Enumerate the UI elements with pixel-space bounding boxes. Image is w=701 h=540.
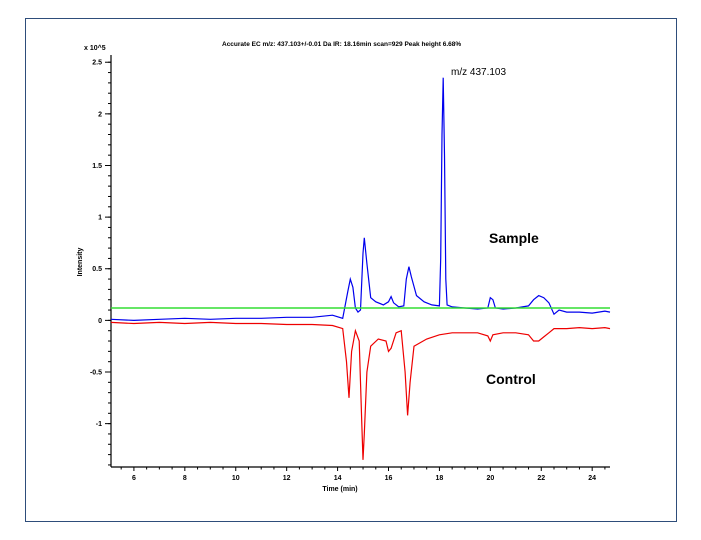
y-tick-label: -1 [96, 421, 102, 428]
x-tick-label: 14 [334, 475, 342, 482]
y-tick-label: 0 [98, 318, 102, 325]
series-sample-line [110, 77, 611, 322]
x-tick-label: 6 [132, 475, 136, 482]
y-tick-label: 1.5 [92, 163, 102, 170]
y-tick-label: 0.5 [92, 266, 102, 273]
x-tick-label: 12 [283, 475, 291, 482]
x-tick-label: 24 [588, 475, 596, 482]
x-tick-label: 20 [486, 475, 494, 482]
x-tick-label: 8 [183, 475, 187, 482]
y-axis-label: Intensity [77, 248, 84, 277]
sample-label: Sample [489, 230, 539, 246]
series-control-line [110, 321, 611, 460]
y-tick-label: 2.5 [92, 60, 102, 67]
y-tick-label: -0.5 [90, 370, 102, 377]
chart-title: Accurate EC m/z: 437.103+/-0.01 Da IR: 1… [222, 41, 461, 48]
y-multiplier: x 10^5 [84, 44, 106, 52]
y-tick-label: 1 [98, 215, 102, 222]
peak-annotation: m/z 437.103 [451, 67, 506, 78]
x-tick-label: 18 [436, 475, 444, 482]
x-tick-label: 10 [232, 475, 240, 482]
control-label: Control [486, 371, 536, 387]
chart-frame [25, 18, 677, 522]
x-tick-label: 16 [385, 475, 393, 482]
x-tick-label: 22 [537, 475, 545, 482]
x-axis-label: Time (min) [322, 486, 357, 493]
y-tick-label: 2 [98, 111, 102, 118]
